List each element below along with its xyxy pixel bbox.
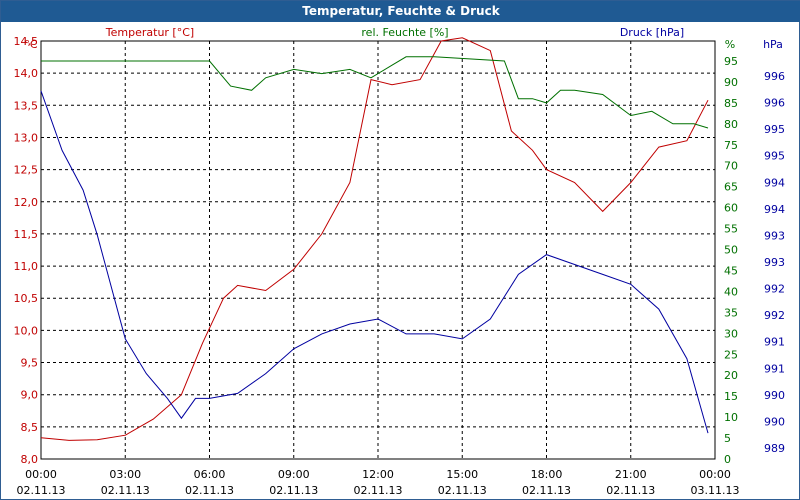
humidity-tick-label: 10 bbox=[724, 411, 738, 424]
x-tick-time: 00:00 bbox=[699, 468, 731, 481]
humidity-tick-label: 90 bbox=[724, 76, 738, 89]
x-tick-date: 02.11.13 bbox=[438, 484, 487, 497]
pressure-tick-label: 996 bbox=[764, 70, 785, 83]
pressure-unit-label: hPa bbox=[763, 38, 783, 51]
humidity-tick-label: 70 bbox=[724, 160, 738, 173]
humidity-tick-label: 5 bbox=[724, 432, 731, 445]
pressure-tick-label: 995 bbox=[764, 123, 785, 136]
pressure-tick-label: 990 bbox=[764, 415, 785, 428]
x-tick-time: 03:00 bbox=[109, 468, 141, 481]
temperature-series-line bbox=[40, 37, 709, 441]
pressure-tick-label: 991 bbox=[764, 336, 785, 349]
pressure-tick-label: 989 bbox=[764, 442, 785, 455]
temperature-tick-label: 10,5 bbox=[14, 292, 39, 305]
temperature-tick-label: 11,0 bbox=[14, 260, 39, 273]
x-tick-date: 02.11.13 bbox=[101, 484, 150, 497]
temperature-tick-label: 14,5 bbox=[14, 35, 39, 48]
legend: Temperatur [°C] rel. Feuchte [%] Druck [… bbox=[105, 26, 684, 39]
pressure-tick-label: 994 bbox=[764, 176, 785, 189]
humidity-tick-label: 0 bbox=[724, 453, 731, 466]
x-tick-time: 06:00 bbox=[194, 468, 226, 481]
humidity-tick-label: 75 bbox=[724, 139, 738, 152]
x-tick-date: 02.11.13 bbox=[522, 484, 571, 497]
temperature-tick-label: 14,0 bbox=[14, 67, 39, 80]
pressure-tick-label: 991 bbox=[764, 362, 785, 375]
x-tick-date: 03.11.13 bbox=[691, 484, 740, 497]
x-tick-time: 15:00 bbox=[446, 468, 478, 481]
pressure-tick-label: 993 bbox=[764, 229, 785, 242]
temperature-tick-label: 13,5 bbox=[14, 99, 39, 112]
grid bbox=[40, 40, 716, 460]
axes: 14,5 14,0 13,5 13,0 12,5 12,0 11,5 11,0 10,5 10,0… bbox=[14, 35, 786, 497]
x-tick-date: 02.11.13 bbox=[269, 484, 318, 497]
x-tick-time: 09:00 bbox=[278, 468, 310, 481]
humidity-tick-label: 25 bbox=[724, 348, 738, 361]
pressure-tick-label: 994 bbox=[764, 203, 785, 216]
humidity-tick-label: 30 bbox=[724, 327, 738, 340]
humidity-tick-label: 50 bbox=[724, 244, 738, 257]
x-tick-time: 00:00 bbox=[25, 468, 57, 481]
x-tick-date: 02.11.13 bbox=[185, 484, 234, 497]
temperature-tick-label: 10,0 bbox=[14, 324, 39, 337]
x-tick-time: 18:00 bbox=[531, 468, 563, 481]
pressure-tick-label: 995 bbox=[764, 150, 785, 163]
temperature-tick-label: 8,5 bbox=[21, 421, 39, 434]
temperature-tick-label: 12,0 bbox=[14, 196, 39, 209]
legend-pressure: Druck [hPa] bbox=[620, 26, 684, 39]
humidity-tick-label: 55 bbox=[724, 223, 738, 236]
humidity-series-line bbox=[41, 56, 709, 129]
temperature-unit-label: °C bbox=[24, 38, 38, 51]
x-tick-date: 02.11.13 bbox=[17, 484, 66, 497]
pressure-series-line bbox=[40, 90, 709, 434]
humidity-tick-label: 20 bbox=[724, 369, 738, 382]
humidity-tick-label: 80 bbox=[724, 118, 738, 131]
humidity-tick-label: 40 bbox=[724, 285, 738, 298]
temperature-tick-label: 12,5 bbox=[14, 164, 39, 177]
humidity-unit-label: % bbox=[725, 38, 735, 51]
pressure-tick-label: 996 bbox=[764, 97, 785, 110]
humidity-tick-label: 65 bbox=[724, 181, 738, 194]
temperature-tick-label: 8,0 bbox=[21, 453, 39, 466]
x-tick-time: 12:00 bbox=[362, 468, 394, 481]
legend-humidity: rel. Feuchte [%] bbox=[361, 26, 448, 39]
pressure-tick-label: 992 bbox=[764, 283, 785, 296]
humidity-tick-label: 60 bbox=[724, 202, 738, 215]
x-tick-time: 21:00 bbox=[615, 468, 647, 481]
legend-temperature: Temperatur [°C] bbox=[105, 26, 194, 39]
series bbox=[40, 37, 709, 441]
humidity-tick-label: 45 bbox=[724, 264, 738, 277]
x-tick-date: 02.11.13 bbox=[606, 484, 655, 497]
temperature-tick-label: 11,5 bbox=[14, 228, 39, 241]
temperature-tick-label: 9,0 bbox=[21, 389, 39, 402]
humidity-tick-label: 35 bbox=[724, 306, 738, 319]
temperature-tick-label: 9,5 bbox=[21, 357, 39, 370]
humidity-tick-label: 85 bbox=[724, 97, 738, 110]
pressure-tick-label: 992 bbox=[764, 309, 785, 322]
pressure-tick-label: 993 bbox=[764, 256, 785, 269]
humidity-tick-label: 15 bbox=[724, 390, 738, 403]
chart-title: Temperatur, Feuchte & Druck bbox=[1, 1, 800, 22]
humidity-tick-label: 95 bbox=[724, 55, 738, 68]
x-tick-date: 02.11.13 bbox=[354, 484, 403, 497]
temperature-tick-label: 13,0 bbox=[14, 131, 39, 144]
pressure-tick-label: 990 bbox=[764, 389, 785, 402]
